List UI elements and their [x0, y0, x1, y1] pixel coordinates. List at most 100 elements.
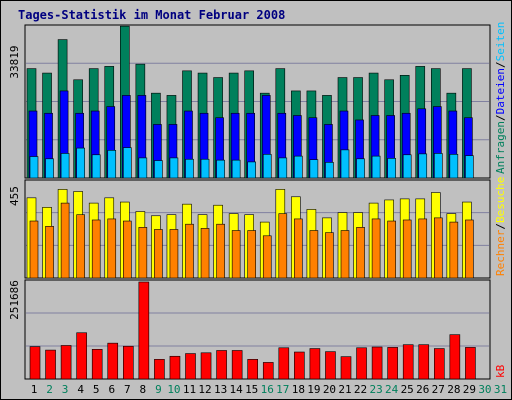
bar-seiten-day-16 [262, 154, 272, 179]
bar-seiten-day-10 [169, 157, 179, 179]
bar-rechner-day-9 [154, 229, 163, 279]
day-label-31: 31 [494, 383, 507, 396]
bar-kb-day-21 [340, 356, 352, 380]
bar-rechner-day-17 [278, 213, 288, 279]
bar-seiten-day-1 [29, 156, 39, 179]
bar-kb-day-4 [76, 332, 87, 380]
day-label-14: 14 [230, 383, 244, 396]
legend-entry: Seiten [494, 22, 507, 62]
bar-kb-day-11 [185, 353, 196, 380]
bar-rechner-day-3 [60, 202, 70, 279]
bar-seiten-day-8 [138, 157, 148, 179]
bar-rechner-day-20 [325, 232, 334, 279]
legend-entry: Rechner [494, 229, 507, 276]
bar-seiten-day-18 [294, 155, 303, 179]
day-label-12: 12 [198, 383, 211, 396]
day-label-29: 29 [463, 383, 476, 396]
bar-seiten-day-20 [325, 162, 334, 179]
bar-seiten-day-17 [278, 157, 288, 179]
day-label-15: 15 [245, 383, 258, 396]
bar-kb-day-8 [138, 281, 150, 380]
legend-hits: Anfragen/Dateien/Seiten [494, 22, 507, 174]
bar-rechner-day-21 [340, 230, 350, 279]
legend-entry: / [494, 61, 507, 68]
legend-entry: kB [494, 364, 507, 378]
bar-rechner-day-29 [465, 219, 474, 279]
bar-seiten-day-12 [200, 158, 210, 179]
bar-rechner-day-13 [216, 223, 225, 279]
bar-kb-day-19 [309, 348, 321, 380]
bar-seiten-day-9 [154, 160, 163, 179]
bar-kb-day-10 [169, 355, 181, 380]
day-label-8: 8 [140, 383, 147, 396]
bar-rechner-day-1 [29, 220, 39, 279]
bar-seiten-day-27 [433, 153, 443, 179]
day-label-25: 25 [401, 383, 414, 396]
bar-seiten-day-22 [356, 158, 365, 179]
day-label-18: 18 [292, 383, 305, 396]
bar-rechner-day-11 [185, 223, 194, 279]
day-label-13: 13 [214, 383, 227, 396]
bar-rechner-day-7 [123, 220, 132, 279]
bar-seiten-day-4 [76, 147, 85, 179]
bar-rechner-day-28 [449, 221, 459, 279]
bar-rechner-day-27 [433, 217, 443, 279]
bar-kb-day-17 [278, 347, 290, 380]
bar-rechner-day-22 [356, 227, 365, 279]
bar-rechner-day-16 [262, 235, 272, 279]
bar-seiten-day-19 [309, 159, 319, 179]
day-label-20: 20 [323, 383, 336, 396]
bar-kb-day-7 [123, 345, 134, 380]
max-label-hits: 33819 [8, 45, 21, 78]
day-label-10: 10 [167, 383, 180, 396]
bar-kb-day-20 [325, 351, 336, 380]
bar-kb-day-18 [294, 351, 305, 380]
max-label-kb: 251686 [8, 280, 21, 320]
bar-kb-day-6 [107, 342, 119, 380]
bar-seiten-day-21 [340, 149, 350, 179]
day-label-22: 22 [354, 383, 367, 396]
day-label-27: 27 [432, 383, 445, 396]
bar-rechner-day-25 [402, 219, 412, 279]
day-label-26: 26 [416, 383, 429, 396]
bar-rechner-day-14 [231, 230, 241, 279]
bar-rechner-day-15 [247, 230, 256, 279]
chart-title: Tages-Statistik im Monat Februar 2008 [18, 8, 286, 22]
bar-seiten-day-23 [371, 155, 381, 179]
bar-seiten-day-28 [449, 154, 459, 179]
bar-rechner-day-10 [169, 229, 179, 279]
day-label-17: 17 [276, 383, 289, 396]
bar-rechner-day-8 [138, 227, 148, 279]
bar-rechner-day-24 [387, 220, 396, 279]
bar-kb-day-5 [91, 349, 103, 380]
day-label-9: 9 [155, 383, 162, 396]
day-label-5: 5 [93, 383, 100, 396]
legend-visits: Rechner/Besuche [494, 177, 507, 276]
bar-seiten-day-7 [123, 147, 132, 179]
day-label-24: 24 [385, 383, 399, 396]
bar-kb-day-12 [200, 352, 212, 380]
bar-kb-day-13 [216, 350, 227, 380]
bar-kb-day-15 [247, 359, 258, 380]
day-label-28: 28 [447, 383, 460, 396]
bar-rechner-day-23 [371, 218, 381, 279]
bar-seiten-day-2 [45, 158, 54, 179]
bar-rechner-day-18 [294, 218, 303, 279]
bar-seiten-day-3 [60, 153, 70, 179]
panel-frame-hits [24, 24, 491, 179]
day-label-11: 11 [183, 383, 196, 396]
day-label-19: 19 [307, 383, 320, 396]
legend-entry: Dateien [494, 68, 507, 114]
bar-seiten-day-14 [231, 159, 241, 179]
bar-seiten-day-6 [107, 150, 117, 179]
bar-rechner-day-6 [107, 218, 117, 279]
legend-entry: Besuche [494, 177, 507, 223]
bar-kb-day-27 [433, 348, 445, 380]
bar-rechner-day-4 [76, 214, 85, 279]
bar-kb-day-29 [465, 347, 476, 380]
legend-entry: / [494, 114, 507, 121]
bar-seiten-day-13 [216, 159, 225, 179]
bar-rechner-day-12 [200, 228, 210, 279]
bar-rechner-day-26 [418, 218, 428, 279]
bar-seiten-day-24 [387, 158, 396, 179]
